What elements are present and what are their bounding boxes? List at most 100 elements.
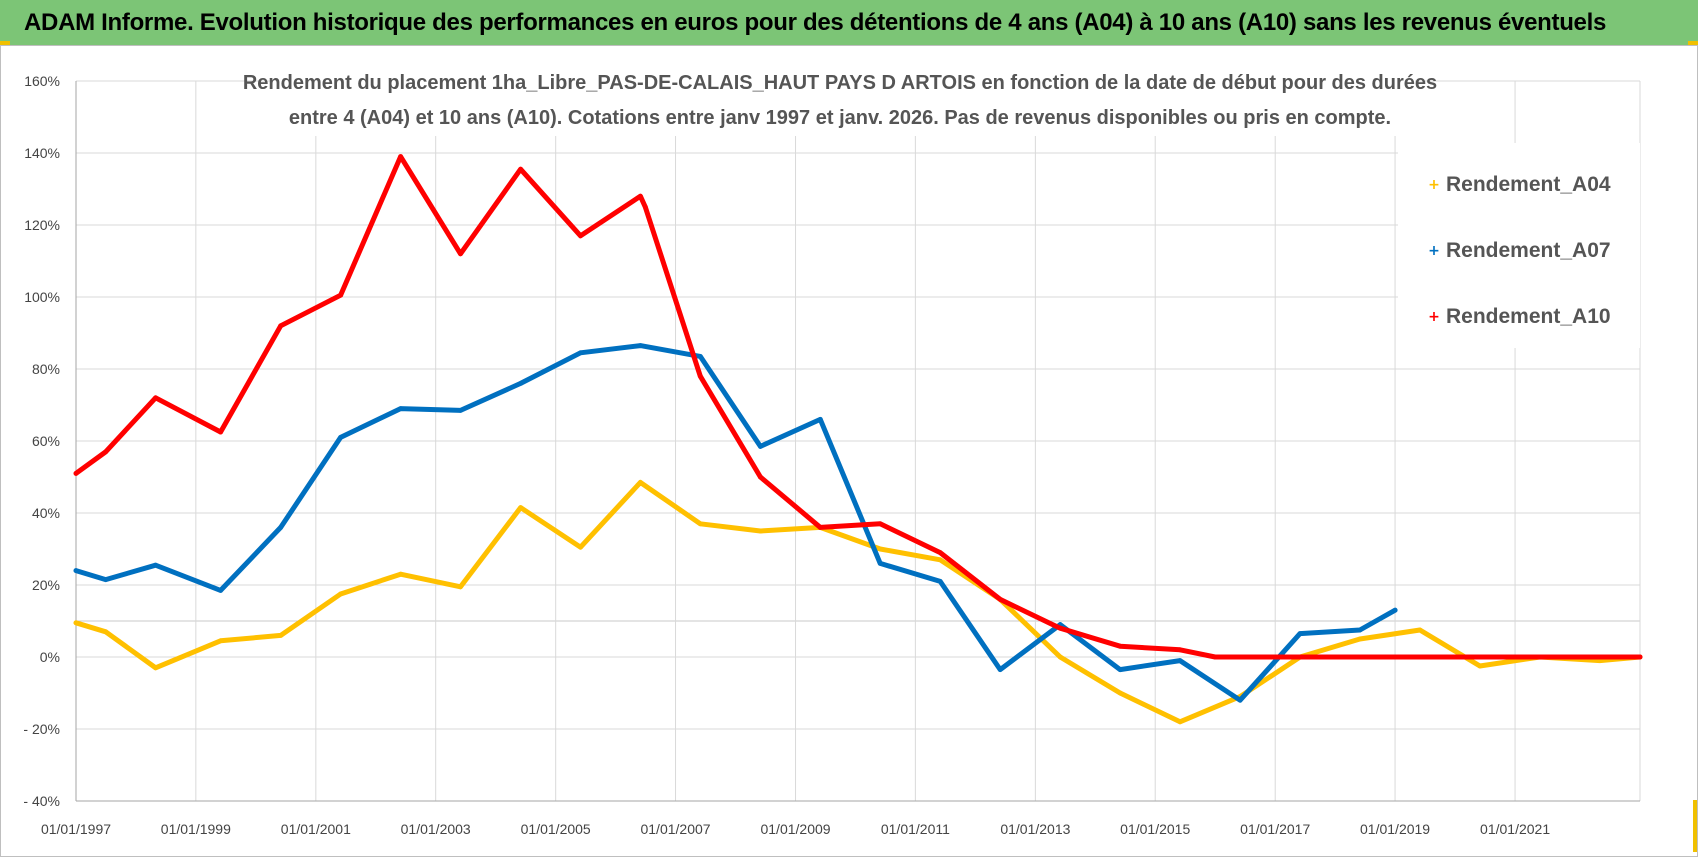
data-point-rendement-a07	[1177, 658, 1183, 663]
data-point-rendement-a07	[458, 408, 463, 413]
data-point-rendement-a10	[1212, 654, 1218, 660]
data-point-rendement-a07	[877, 561, 883, 566]
data-point-rendement-a04	[103, 629, 109, 635]
legend-marker-rendement-a07: +	[1428, 243, 1440, 259]
data-point-rendement-a04	[1057, 654, 1063, 660]
data-point-rendement-a10	[1177, 647, 1183, 653]
series-line-rendement-a07	[73, 343, 1398, 703]
data-point-rendement-a07	[578, 350, 583, 356]
data-point-rendement-a04	[937, 557, 943, 563]
series-line-rendement-a04	[73, 479, 1643, 725]
data-point-rendement-a04	[697, 521, 703, 527]
legend-label-rendement-a10: Rendement_A10	[1446, 305, 1611, 328]
legend-marker-rendement-a10: +	[1428, 309, 1440, 325]
data-point-rendement-a04	[458, 584, 463, 590]
x-tick-label: 01/01/2001	[281, 821, 351, 837]
y-tick-label: - 40%	[23, 793, 60, 809]
corner-mark-top-left	[0, 41, 10, 45]
data-point-rendement-a10	[642, 204, 648, 210]
data-point-rendement-a04	[518, 505, 523, 510]
data-point-rendement-a07	[697, 354, 703, 359]
y-tick-label: 100%	[24, 289, 60, 305]
data-point-rendement-a07	[73, 568, 79, 573]
data-point-rendement-a10	[218, 429, 224, 435]
legend-label-rendement-a07: Rendement_A07	[1446, 239, 1611, 262]
data-point-rendement-a04	[877, 546, 883, 552]
y-tick-label: 160%	[24, 73, 60, 89]
x-tick-label: 01/01/2007	[640, 821, 710, 837]
data-point-rendement-a04	[758, 528, 763, 534]
y-tick-label: 0%	[40, 649, 60, 665]
y-tick-label: 40%	[32, 505, 60, 521]
data-point-rendement-a10	[877, 521, 883, 527]
y-tick-label: 60%	[32, 433, 60, 449]
corner-mark-bottom-right	[1693, 800, 1697, 852]
data-point-rendement-a07	[278, 525, 284, 530]
legend-label-rendement-a04: Rendement_A04	[1446, 173, 1611, 196]
x-tick-label: 01/01/2009	[760, 821, 830, 837]
data-point-rendement-a04	[218, 638, 224, 644]
data-point-rendement-a07	[153, 562, 159, 568]
data-point-rendement-a07	[103, 577, 109, 582]
data-point-rendement-a07	[1392, 607, 1398, 613]
x-tick-label: 01/01/1997	[41, 821, 111, 837]
data-point-rendement-a10	[817, 525, 823, 530]
corner-mark-top-right	[1688, 41, 1698, 45]
x-tick-label: 01/01/2005	[521, 821, 591, 837]
x-tick-label: 01/01/2021	[1480, 821, 1550, 837]
data-point-rendement-a07	[218, 588, 224, 593]
chart-title-line-2: entre 4 (A04) et 10 ans (A10). Cotations…	[289, 107, 1391, 129]
data-point-rendement-a10	[697, 373, 703, 379]
y-tick-label: 120%	[24, 217, 60, 233]
x-tick-label: 01/01/2013	[1000, 821, 1070, 837]
legend-background	[1398, 143, 1640, 348]
data-point-rendement-a04	[1177, 719, 1183, 725]
data-point-rendement-a10	[1057, 625, 1063, 631]
chart-legend: + Rendement_A04 + Rendement_A07 + Rendement_A…	[1398, 143, 1640, 348]
data-point-rendement-a04	[338, 591, 343, 597]
data-point-rendement-a04	[1477, 663, 1483, 669]
data-point-rendement-a10	[638, 193, 643, 199]
data-point-rendement-a10	[1637, 654, 1643, 660]
data-point-rendement-a10	[1117, 643, 1123, 649]
data-point-rendement-a04	[638, 480, 643, 485]
data-point-rendement-a10	[518, 166, 523, 172]
data-point-rendement-a07	[338, 435, 343, 440]
data-point-rendement-a10	[937, 550, 943, 555]
data-point-rendement-a07	[758, 444, 763, 449]
data-point-rendement-a04	[1117, 690, 1123, 696]
legend-marker-rendement-a04: +	[1428, 177, 1440, 193]
report-banner-title: ADAM Informe. Evolution historique des p…	[24, 8, 1607, 36]
data-point-rendement-a07	[638, 343, 643, 348]
data-point-rendement-a07	[518, 381, 523, 386]
y-tick-label: 80%	[32, 361, 60, 377]
data-point-rendement-a07	[398, 406, 403, 411]
axis-tick-labels: 160% 140% 120% 100% 80% 60% 40% 20% 0% - 20% - 40%…	[23, 73, 1550, 837]
report-banner: ADAM Informe. Evolution historique des p…	[0, 0, 1698, 45]
data-point-rendement-a04	[153, 665, 159, 671]
x-tick-label: 01/01/2019	[1360, 821, 1430, 837]
data-point-rendement-a10	[73, 471, 79, 476]
data-point-rendement-a10	[103, 449, 109, 455]
data-point-rendement-a04	[578, 544, 583, 550]
chart-title-line-1: Rendement du placement 1ha_Libre_PAS-DE-…	[243, 72, 1437, 94]
data-point-rendement-a04	[398, 571, 403, 577]
data-point-rendement-a10	[278, 323, 284, 329]
data-point-rendement-a07	[997, 667, 1003, 672]
data-point-rendement-a10	[458, 251, 463, 257]
x-tick-label: 01/01/2015	[1120, 821, 1190, 837]
x-tick-label: 01/01/2011	[881, 821, 950, 837]
data-point-rendement-a10	[338, 292, 343, 298]
data-point-rendement-a04	[278, 633, 284, 638]
data-point-rendement-a04	[1357, 636, 1363, 642]
chart-title-background	[270, 64, 1415, 136]
data-point-rendement-a10	[997, 597, 1003, 602]
data-point-rendement-a07	[1357, 627, 1363, 633]
y-tick-label: 20%	[32, 577, 60, 593]
data-point-rendement-a07	[817, 417, 823, 422]
data-point-rendement-a07	[1117, 667, 1123, 672]
data-point-rendement-a07	[937, 579, 943, 584]
x-tick-label: 01/01/1999	[161, 821, 231, 837]
data-point-rendement-a10	[153, 395, 159, 401]
